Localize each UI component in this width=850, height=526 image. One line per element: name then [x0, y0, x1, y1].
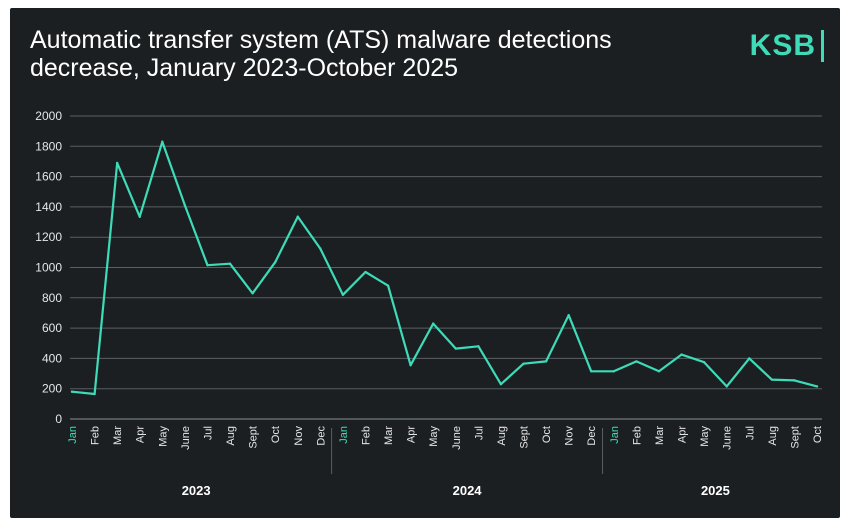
data-point [567, 314, 570, 317]
y-tick-label: 600 [42, 321, 62, 335]
logo-text: KSB [749, 29, 816, 62]
x-tick-label: Aug [496, 426, 508, 446]
x-tick-label: May [428, 426, 440, 447]
data-point [115, 161, 119, 165]
y-tick-label: 200 [42, 382, 62, 396]
ksb-logo: KSB [750, 28, 824, 64]
data-point [138, 215, 141, 218]
data-point [273, 260, 277, 264]
x-tick-label: Feb [631, 426, 643, 445]
data-point [228, 262, 232, 265]
data-point [702, 360, 706, 364]
x-tick-label: Oct [270, 426, 282, 443]
line-chart: 0 200 400 600 800 1000 1200 1400 1600 1800 2000 Jan… [35, 109, 824, 498]
chart-title: Automatic transfer system (ATS) malware … [30, 26, 612, 82]
x-tick-label: Jul [744, 426, 756, 440]
x-tick-label: Dec [586, 426, 598, 446]
y-tick-label: 1800 [35, 139, 62, 153]
x-tick-label: Jan [67, 426, 79, 444]
data-point [522, 362, 525, 365]
data-point [386, 284, 390, 287]
x-tick-label: Oct [541, 426, 553, 443]
data-point [93, 392, 96, 396]
x-tick-label: Feb [90, 426, 102, 445]
data-point [499, 382, 503, 386]
y-tick-label: 800 [42, 291, 62, 305]
data-point [680, 353, 683, 356]
x-tick-label: Mar [112, 426, 124, 445]
year-label: 2024 [453, 483, 483, 498]
data-point [454, 347, 457, 350]
data-point [409, 364, 412, 367]
series-line [70, 140, 819, 396]
year-label: 2025 [701, 483, 730, 498]
x-tick-label: May [157, 426, 169, 447]
data-point [635, 360, 638, 363]
data-point [725, 385, 728, 388]
x-tick-label: June [451, 426, 463, 450]
x-tick-label: Sept [789, 426, 801, 449]
x-tick-label: June [180, 426, 192, 450]
x-tick-label: Jul [202, 426, 214, 440]
data-point [612, 370, 616, 373]
logo-bar-icon [821, 30, 824, 62]
x-tick-label: Mar [654, 426, 666, 445]
x-tick-label: Sept [519, 426, 531, 449]
data-point [748, 357, 751, 360]
data-point [815, 385, 819, 388]
data-point [477, 345, 480, 348]
chart-frame: Automatic transfer system (ATS) malware … [10, 8, 840, 518]
data-point [657, 370, 661, 373]
data-point [70, 390, 74, 393]
x-tick-label: Jul [473, 426, 485, 440]
y-tick-label: 1400 [35, 200, 62, 214]
data-point [161, 140, 164, 143]
x-tick-label: Aug [225, 426, 237, 446]
x-tick-label: May [699, 426, 711, 447]
x-tick-label: Apr [406, 426, 418, 443]
y-tick-label: 1600 [35, 170, 62, 184]
x-tick-label: Sept [248, 426, 260, 449]
data-point [341, 293, 345, 296]
y-tick-label: 1000 [35, 261, 62, 275]
x-tick-label: Apr [135, 426, 147, 443]
data-point [183, 204, 187, 207]
x-tick-label: Jan [609, 426, 621, 444]
x-tick-label: Dec [315, 426, 327, 446]
x-tick-label: Aug [767, 426, 779, 446]
data-point [770, 378, 774, 381]
x-tick-label: Oct [812, 426, 824, 443]
y-tick-label: 1200 [35, 230, 62, 244]
x-tick-label: Nov [564, 426, 576, 446]
data-point [319, 247, 322, 250]
x-tick-label: Mar [383, 426, 395, 445]
data-point [206, 264, 209, 267]
data-point [544, 360, 548, 363]
y-tick-label: 0 [55, 412, 62, 426]
y-tick-label: 400 [42, 351, 62, 365]
data-point [251, 292, 254, 295]
x-tick-label: Nov [293, 426, 305, 446]
y-tick-label: 2000 [35, 109, 62, 123]
year-label: 2023 [182, 483, 211, 498]
x-tick-label: June [722, 426, 734, 450]
data-point [793, 379, 796, 382]
x-tick-label: Jan [338, 426, 350, 444]
data-point [296, 215, 299, 218]
x-tick-label: Apr [677, 426, 689, 443]
x-tick-label: Feb [360, 426, 372, 445]
data-point [432, 322, 435, 325]
data-point [590, 370, 593, 373]
data-point [364, 270, 367, 274]
